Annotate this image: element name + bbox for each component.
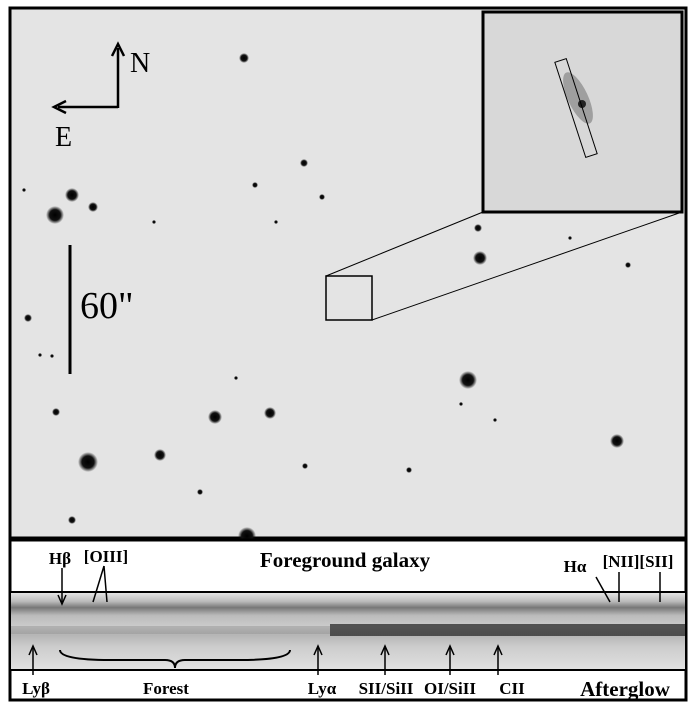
line-label: [NII][SII] <box>603 552 674 571</box>
figure: N E 60" Foreground galaxy Afterglow Hβ [… <box>0 0 697 706</box>
scale-label: 60" <box>80 285 134 327</box>
north-label: N <box>130 48 150 79</box>
afterglow-trace <box>330 624 685 636</box>
line-label: Forest <box>143 679 189 698</box>
line-label: [OIII] <box>84 547 128 566</box>
line-label: Hα <box>564 557 587 576</box>
line-label: OI/SiII <box>424 679 476 698</box>
line-label: CII <box>499 679 525 698</box>
foreground-title: Foreground galaxy <box>260 548 431 572</box>
line-label: Lyβ <box>22 679 50 698</box>
line-label: Hβ <box>49 549 71 568</box>
line-label: SII/SiII <box>359 679 414 698</box>
forest-trace <box>11 626 330 634</box>
line-label: Lyα <box>308 679 337 698</box>
afterglow-title: Afterglow <box>580 677 671 701</box>
east-label: E <box>55 122 72 153</box>
